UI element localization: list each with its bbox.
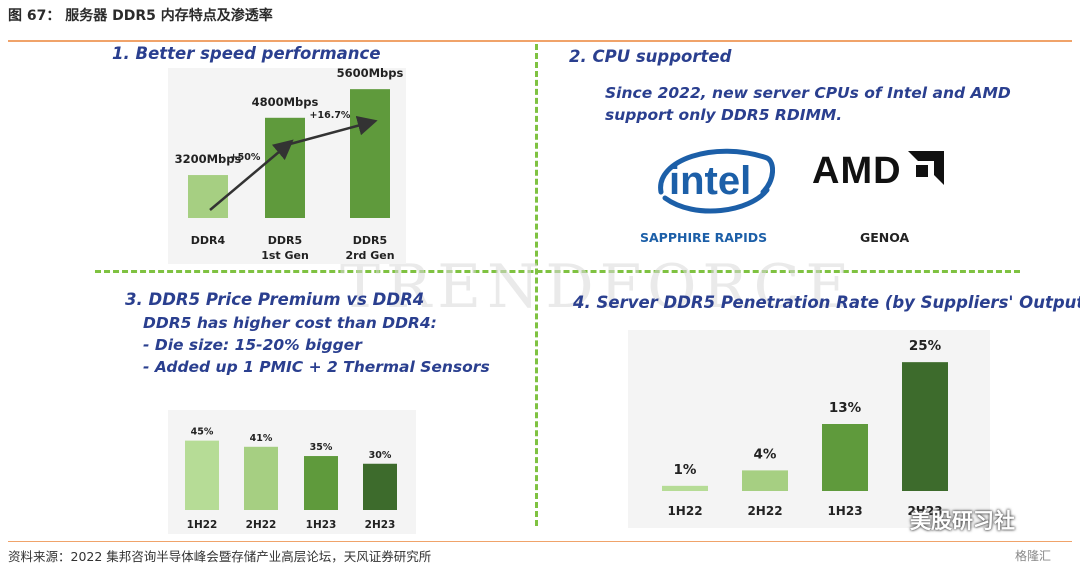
panel2-line-2: support only DDR5 RDIMM. bbox=[605, 106, 843, 124]
price-category-label: 1H22 bbox=[187, 519, 218, 531]
speed-bar bbox=[188, 175, 228, 218]
price-bar bbox=[244, 446, 278, 510]
price-bar bbox=[363, 463, 397, 510]
speed-category-label: DDR4 bbox=[191, 234, 226, 247]
penetration-value-label: 1% bbox=[674, 462, 697, 478]
top-divider bbox=[8, 40, 1072, 42]
amd-logo: AMD bbox=[812, 150, 944, 193]
price-value-label: 45% bbox=[191, 427, 214, 438]
vertical-dashed-divider bbox=[535, 44, 538, 526]
figure-title: 图 67： 服务器 DDR5 内存特点及渗透率 bbox=[8, 8, 273, 24]
growth-arrow-2 bbox=[289, 115, 378, 146]
penetration-category-label: 2H23 bbox=[907, 504, 942, 518]
price-bar bbox=[185, 440, 219, 510]
growth-annotation-1: +50% bbox=[230, 152, 261, 163]
penetration-category-label: 1H23 bbox=[827, 504, 862, 518]
penetration-chart: 1% 1H22 4% 2H22 13% 1H23 25% 2H23 bbox=[628, 330, 990, 528]
speed-bar bbox=[265, 117, 305, 218]
penetration-category-label: 2H22 bbox=[747, 504, 782, 518]
penetration-value-label: 13% bbox=[829, 400, 862, 416]
panel4-title: 4. Server DDR5 Penetration Rate (by Supp… bbox=[573, 293, 1080, 312]
price-chart-svg: 45% 1H22 41% 2H22 35% 1H23 30% 2H23 bbox=[185, 427, 397, 531]
intel-wordmark: intel bbox=[669, 159, 751, 203]
speed-category-label: DDR5 bbox=[268, 234, 302, 247]
price-category-label: 2H23 bbox=[365, 519, 396, 531]
penetration-chart-svg: 1% 1H22 4% 2H22 13% 1H23 25% 2H23 bbox=[662, 338, 948, 518]
penetration-value-label: 25% bbox=[909, 338, 942, 354]
panel3-line-2: - Die size: 15-20% bigger bbox=[143, 336, 362, 354]
source-note: 资料来源：2022 集邦咨询半导体峰会暨存储产业高层论坛，天风证券研究所 bbox=[8, 549, 432, 564]
panel3-title: 3. DDR5 Price Premium vs DDR4 bbox=[125, 290, 425, 309]
price-bar bbox=[304, 456, 338, 510]
amd-wordmark: AMD bbox=[812, 150, 902, 192]
panel2-title: 2. CPU supported bbox=[569, 47, 732, 66]
price-value-label: 30% bbox=[369, 450, 392, 461]
penetration-bar bbox=[902, 362, 948, 491]
price-value-label: 35% bbox=[310, 442, 333, 453]
growth-arrow-1 bbox=[209, 139, 294, 211]
brand-watermark: 美股研习社 bbox=[910, 509, 1015, 533]
price-value-label: 41% bbox=[250, 433, 273, 444]
penetration-bar bbox=[662, 485, 708, 491]
penetration-category-label: 1H22 bbox=[667, 504, 702, 518]
speed-category-label: 2rd Gen bbox=[345, 249, 394, 262]
bottom-divider bbox=[8, 541, 1072, 542]
growth-annotation-2: +16.7% bbox=[310, 110, 351, 121]
penetration-bar bbox=[822, 424, 868, 491]
horizontal-dashed-divider bbox=[95, 270, 1020, 273]
speed-chart: 3200Mbps DDR4 4800Mbps DDR5 1st Gen 5600Mbps D… bbox=[168, 66, 406, 264]
watermark: TRENDFORCE bbox=[340, 252, 856, 322]
speed-chart-svg: 3200Mbps DDR4 4800Mbps DDR5 1st Gen 5600Mbps D… bbox=[175, 66, 404, 262]
panel1-title: 1. Better speed performance bbox=[112, 44, 381, 63]
speed-value-label: 3200Mbps bbox=[175, 152, 242, 166]
panel2-line-1: Since 2022, new server CPUs of Intel and… bbox=[605, 84, 1011, 102]
intel-logo: intel bbox=[655, 140, 775, 220]
penetration-bar bbox=[742, 470, 788, 491]
amd-arrow-icon bbox=[907, 151, 944, 185]
panel3-line-3: - Added up 1 PMIC + 2 Thermal Sensors bbox=[143, 358, 490, 376]
price-category-label: 2H22 bbox=[246, 519, 277, 531]
price-premium-chart: 45% 1H22 41% 2H22 35% 1H23 30% 2H23 bbox=[168, 410, 416, 534]
panel3-line-1: DDR5 has higher cost than DDR4: bbox=[143, 314, 437, 332]
speed-category-label: DDR5 bbox=[353, 234, 387, 247]
price-category-label: 1H23 bbox=[306, 519, 337, 531]
speed-bar bbox=[350, 89, 390, 218]
intel-swoosh-icon: intel bbox=[658, 148, 775, 214]
brand-watermark-2: 格隆汇 bbox=[1015, 549, 1052, 563]
intel-caption: SAPPHIRE RAPIDS bbox=[640, 230, 768, 245]
speed-value-label: 5600Mbps bbox=[337, 68, 404, 80]
penetration-value-label: 4% bbox=[754, 446, 777, 462]
speed-value-label: 4800Mbps bbox=[252, 95, 319, 109]
amd-caption: GENOA bbox=[860, 230, 910, 245]
speed-category-label: 1st Gen bbox=[261, 249, 309, 262]
